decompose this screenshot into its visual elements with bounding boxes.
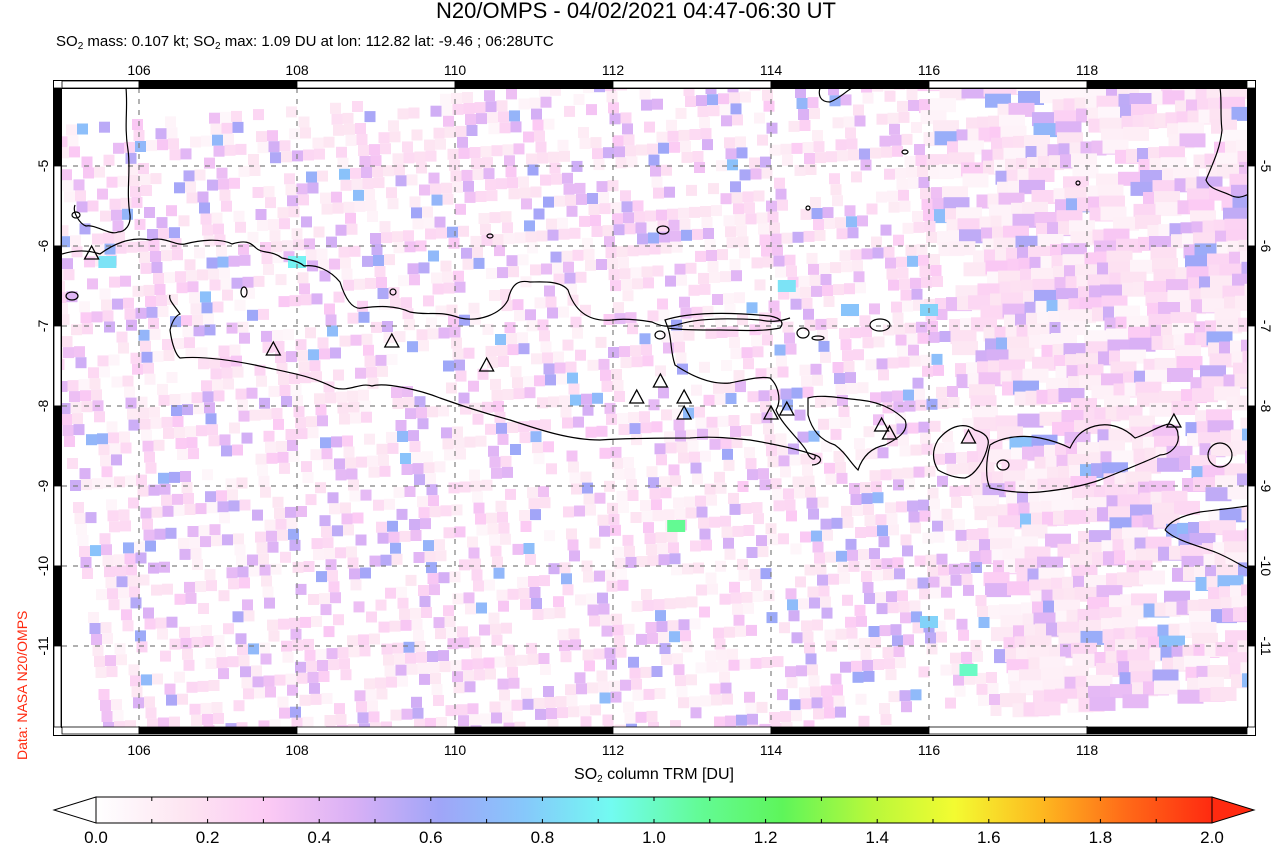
colorbar-tick-label: 2.0 <box>1200 828 1224 847</box>
colorbar-tick-label: 0.0 <box>84 828 108 847</box>
colorbar-tick-label: 1.6 <box>976 828 1001 847</box>
y-tick-label-left: -10 <box>35 556 51 576</box>
x-tick-label-bottom: 112 <box>602 742 625 758</box>
x-tick-label-top: 106 <box>127 62 151 78</box>
colorbar <box>52 796 1256 824</box>
x-tick-label-top: 116 <box>918 62 941 78</box>
colorbar-under-arrow <box>52 796 97 824</box>
x-tick-label-top: 108 <box>285 62 309 78</box>
x-tick-label-bottom: 106 <box>127 742 151 758</box>
x-tick-label-top: 112 <box>602 62 625 78</box>
x-tick-label-bottom: 114 <box>760 742 783 758</box>
y-tick-label-right: -8 <box>1258 400 1272 413</box>
y-tick-label-left: -5 <box>35 160 51 173</box>
y-tick-label-right: -9 <box>1258 480 1272 493</box>
x-tick-label-top: 110 <box>444 62 467 78</box>
colorbar-label-rest: column TRM [DU] <box>602 766 734 783</box>
x-tick-label-bottom: 108 <box>285 742 309 758</box>
gridlines <box>62 88 1247 727</box>
colorbar-tick-label: 0.8 <box>530 828 555 847</box>
colorbar-label-sub: 2 <box>597 774 603 785</box>
colorbar-tick-label: 0.6 <box>418 828 443 847</box>
y-tick-label-right: -10 <box>1258 556 1272 576</box>
chart-subtitle: SO2 mass: 0.107 kt; SO2 max: 1.09 DU at … <box>56 33 554 52</box>
x-axis-labels: 106 106 108 108 110 110 112 112 114 114 116 116 118 1… <box>127 62 1098 758</box>
x-tick-label-bottom: 118 <box>1076 742 1099 758</box>
x-tick-label-top: 118 <box>1076 62 1099 78</box>
frame-scale-bars <box>53 80 1256 735</box>
y-axis-labels: -5 -5 -6 -6 -7 -7 -8 -8 -9 -9 -10 -10 -11 -11 <box>35 160 1272 656</box>
colorbar-ticks <box>151 797 1157 823</box>
y-tick-label-right: -6 <box>1258 240 1272 253</box>
colorbar-tick-label: 1.0 <box>642 828 666 847</box>
y-tick-label-right: -11 <box>1258 636 1272 655</box>
colorbar-tick-label: 1.4 <box>865 828 890 847</box>
x-tick-label-bottom: 116 <box>918 742 941 758</box>
subtitle-subscript: 2 <box>77 41 84 52</box>
y-tick-label-right: -7 <box>1258 320 1272 333</box>
y-tick-label-left: -11 <box>35 636 51 655</box>
colorbar-over-arrow <box>1211 796 1256 824</box>
y-tick-label-left: -7 <box>35 320 51 333</box>
colorbar-label: SO2 column TRM [DU] <box>0 766 1272 785</box>
colorbar-tick-label: 0.2 <box>195 828 220 847</box>
subtitle-part: max: 1.09 DU at lon: 112.82 lat: -9.46 ;… <box>220 33 554 50</box>
y-tick-label-left: -8 <box>35 400 51 413</box>
map-frame-outer <box>53 80 1256 736</box>
colorbar-tick-label: 0.4 <box>307 828 332 847</box>
volcano-markers <box>83 244 1182 444</box>
y-tick-label-right: -5 <box>1258 160 1272 173</box>
x-tick-label-top: 114 <box>760 62 783 78</box>
colorbar-tick-label: 1.2 <box>753 828 778 847</box>
x-tick-label-bottom: 110 <box>444 742 467 758</box>
y-tick-label-left: -9 <box>35 480 51 493</box>
coastlines <box>62 88 1247 569</box>
y-tick-label-left: -6 <box>35 240 51 253</box>
subtitle-part: mass: 0.107 kt; SO <box>83 33 215 50</box>
colorbar-label-main: SO <box>574 766 598 783</box>
chart-title: N20/OMPS - 04/02/2021 04:47-06:30 UT <box>436 0 836 23</box>
colorbar-tick-label: 1.8 <box>1088 828 1113 847</box>
subtitle-subscript: 2 <box>214 41 221 52</box>
subtitle-part: SO <box>56 33 78 50</box>
